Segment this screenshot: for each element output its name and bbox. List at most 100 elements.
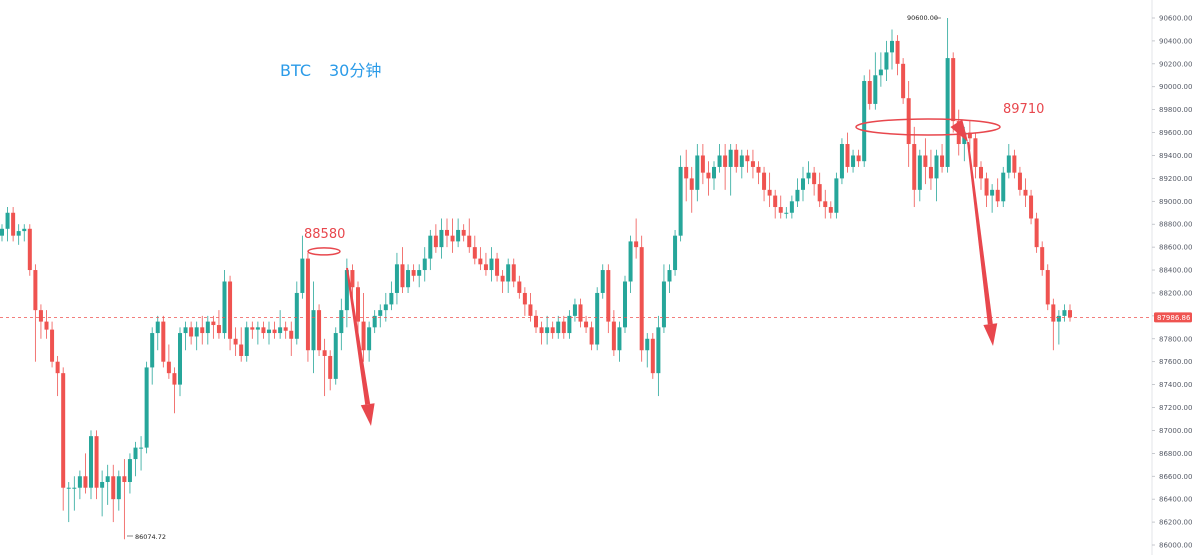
candle (77, 470, 82, 500)
candle-body (856, 155, 861, 162)
candle-body (884, 52, 889, 70)
candle (94, 430, 99, 500)
candle (144, 361, 149, 454)
candle-body (344, 270, 349, 311)
candle-body (967, 132, 972, 139)
candle (645, 333, 650, 368)
arrow-head (983, 323, 998, 346)
candle (812, 166, 817, 196)
candle-body (739, 155, 744, 167)
candle (317, 304, 322, 356)
candle (172, 367, 177, 414)
candle-body (183, 327, 188, 334)
candle (294, 281, 299, 345)
candle-body (789, 201, 794, 213)
candle-body (317, 310, 322, 351)
candle-body (250, 327, 255, 330)
y-tick-label: 88400.00 (1159, 267, 1192, 275)
candle-body (211, 321, 216, 326)
candle (795, 178, 800, 208)
candle (728, 144, 733, 196)
candle-body (611, 321, 616, 351)
candle (528, 292, 533, 322)
candle (745, 149, 750, 173)
high-label: 90600.00 (907, 14, 938, 22)
candle (584, 315, 589, 334)
candle-body (762, 172, 767, 190)
candle-body (734, 149, 739, 167)
candle (328, 350, 333, 391)
candle-body (1029, 195, 1034, 219)
candle (155, 315, 160, 351)
candle-body (289, 330, 294, 339)
candle-body (177, 333, 183, 385)
candle (389, 281, 394, 311)
candle-body (383, 304, 388, 311)
candle-body (1006, 155, 1011, 173)
candle (628, 235, 633, 293)
candle-body (700, 155, 705, 173)
candle-body (545, 327, 550, 334)
candle-body (1017, 172, 1022, 190)
candle-body (622, 281, 628, 328)
y-tick-label: 86800.00 (1159, 450, 1192, 458)
candle-body (639, 247, 644, 351)
candle-body (77, 476, 82, 488)
candle (951, 52, 956, 133)
candle (806, 161, 811, 185)
candle (428, 229, 433, 271)
candle-body (823, 201, 828, 208)
candle (917, 149, 922, 202)
candle-body (556, 321, 561, 334)
candle (978, 161, 984, 190)
candle (322, 338, 327, 397)
candle (44, 310, 49, 339)
candle (161, 315, 166, 368)
candle-body (322, 350, 327, 356)
candle (862, 75, 867, 167)
candle-body (88, 436, 94, 488)
candle-body (350, 270, 355, 288)
candle-body (294, 292, 299, 339)
candle-body (895, 40, 900, 64)
y-axis: 86000.00 86200.00 86400.00 86600.00 86800.00… (1151, 0, 1192, 555)
candle-body (711, 166, 717, 179)
candle-body (38, 310, 43, 322)
candle-body (11, 212, 16, 236)
candle (50, 321, 55, 368)
candle (495, 252, 500, 282)
candle (1023, 178, 1028, 208)
candle-body (361, 321, 366, 351)
candle-body (222, 281, 227, 334)
candle-body (845, 144, 850, 167)
candle (55, 355, 60, 397)
candle-body (205, 321, 210, 334)
candle-body (339, 310, 344, 334)
candle-body (973, 138, 978, 167)
candle (773, 189, 778, 219)
y-tick-label: 90400.00 (1159, 37, 1192, 45)
candle-body (116, 476, 121, 500)
candle-body (567, 315, 572, 334)
candle-body (995, 189, 1000, 202)
candle (239, 327, 244, 362)
candle (1001, 166, 1006, 208)
chart-timeframe: 30分钟 (329, 61, 381, 80)
candle-body (784, 212, 789, 214)
candle-body (756, 166, 761, 173)
y-tick-label: 88200.00 (1159, 289, 1192, 297)
candle-body (139, 447, 144, 449)
candle (650, 333, 655, 379)
candle-body (1001, 172, 1006, 202)
candle-body (600, 270, 605, 293)
candle (700, 144, 705, 185)
candle (928, 149, 933, 190)
candle (867, 69, 872, 110)
candle-body (678, 166, 683, 236)
candle (1056, 310, 1061, 345)
candle (116, 470, 121, 511)
candle-body (589, 327, 594, 345)
candle-body (150, 333, 155, 368)
current-price-tag-bg (1154, 312, 1192, 323)
